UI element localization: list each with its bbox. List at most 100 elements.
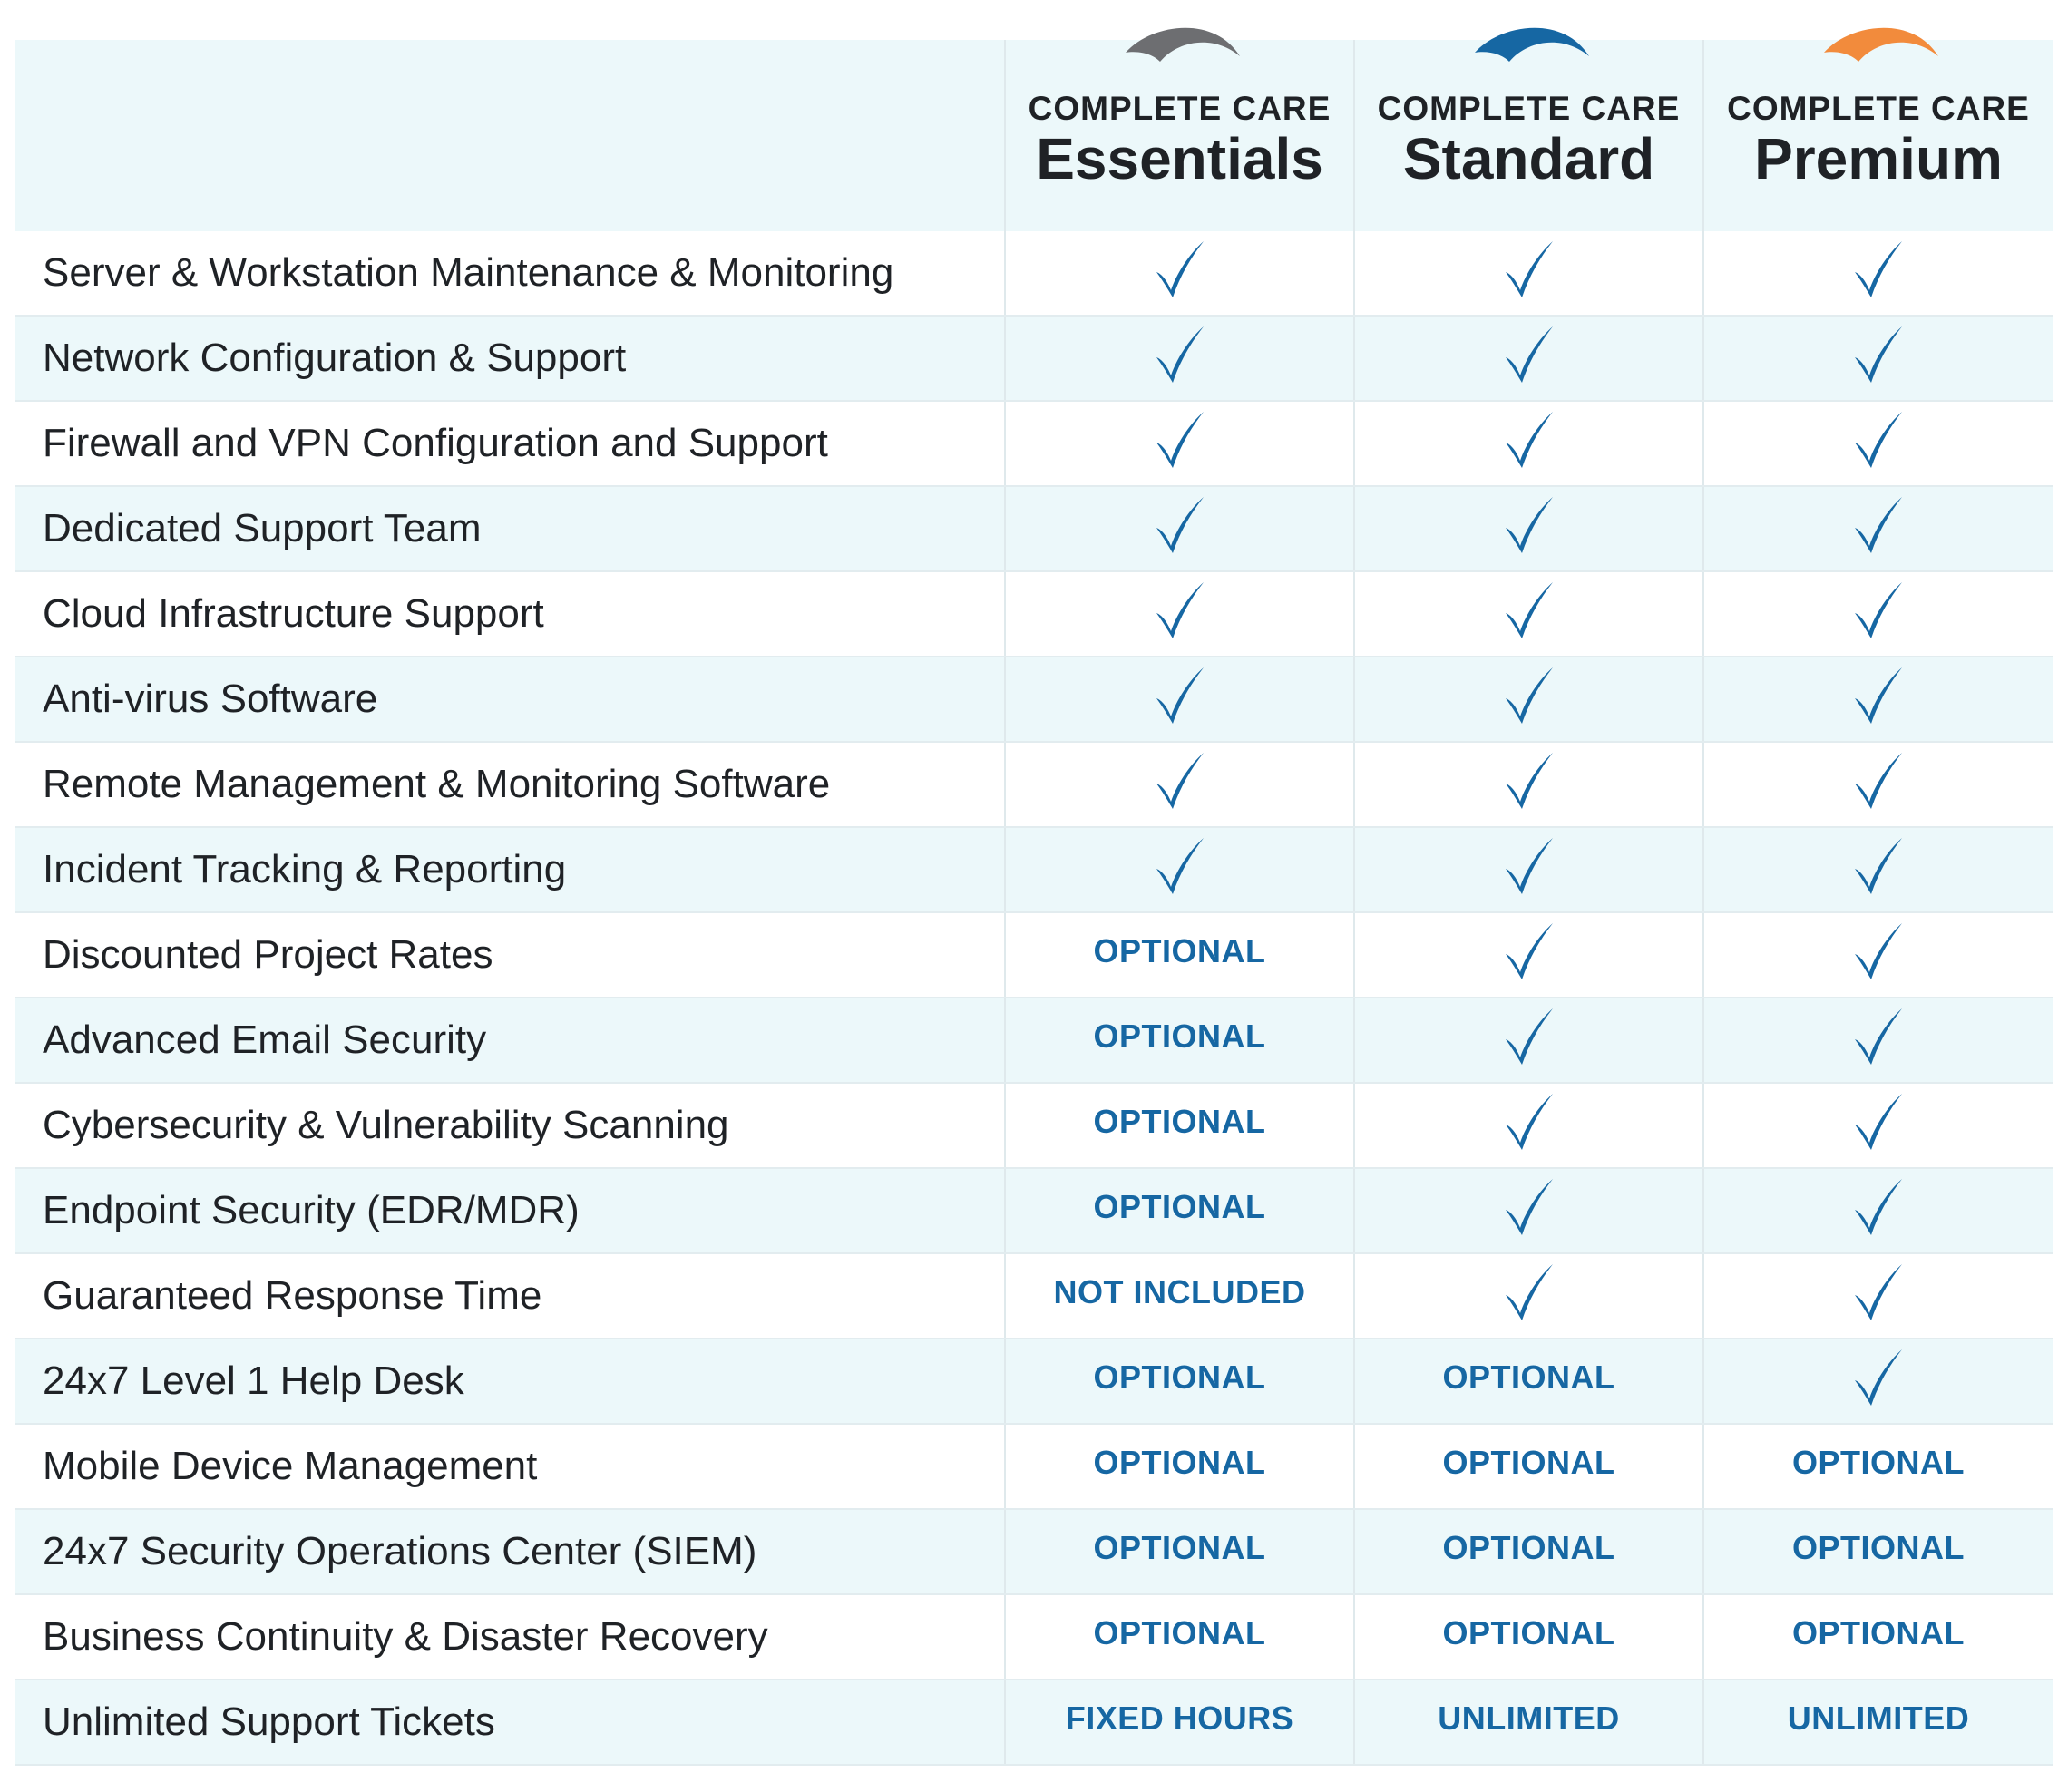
feature-label: Dedicated Support Team xyxy=(15,486,1005,572)
plan-cell xyxy=(1004,401,1354,487)
status-text: FIXED HOURS xyxy=(1065,1699,1294,1737)
plan-cell xyxy=(1004,827,1354,913)
status-text: OPTIONAL xyxy=(1093,1614,1266,1651)
checkmark-icon xyxy=(1502,1261,1556,1322)
plan-cell xyxy=(1004,742,1354,828)
plan-name-label: Standard xyxy=(1402,126,1655,191)
plan-header-essentials: COMPLETE CARE Essentials xyxy=(1004,27,1354,231)
checkmark-icon xyxy=(1851,1005,1906,1066)
table-row: Mobile Device Management OPTIONAL OPTIONAL… xyxy=(15,1424,2053,1510)
plan-arc-shape xyxy=(1474,27,1589,62)
plan-name-label: Premium xyxy=(1754,126,2003,191)
plan-arc-icon xyxy=(1474,27,1589,62)
plan-cell: OPTIONAL xyxy=(1004,998,1354,1084)
table-row: Cybersecurity & Vulnerability Scanning OP… xyxy=(15,1083,2053,1169)
plan-arc-icon xyxy=(1125,27,1240,62)
checkmark-icon xyxy=(1851,408,1906,470)
table-row: Dedicated Support Team xyxy=(15,486,2053,572)
status-text: OPTIONAL xyxy=(1093,1359,1266,1396)
status-text: UNLIMITED xyxy=(1438,1699,1620,1737)
plan-cell: OPTIONAL xyxy=(1702,1509,2053,1595)
checkmark-icon xyxy=(1153,749,1207,811)
plan-cell: OPTIONAL xyxy=(1702,1594,2053,1680)
checkmark-icon xyxy=(1502,238,1556,299)
feature-label: Incident Tracking & Reporting xyxy=(15,827,1005,913)
plan-cell xyxy=(1702,912,2053,998)
checkmark-icon xyxy=(1153,579,1207,640)
plan-cell xyxy=(1353,827,1703,913)
plan-cell: UNLIMITED xyxy=(1353,1680,1703,1766)
status-text: OPTIONAL xyxy=(1442,1444,1615,1481)
table-row: Server & Workstation Maintenance & Monit… xyxy=(15,231,2053,317)
table-row: Guaranteed Response Time NOT INCLUDED xyxy=(15,1253,2053,1339)
plan-cell: OPTIONAL xyxy=(1004,1083,1354,1169)
plan-header-premium: COMPLETE CARE Premium xyxy=(1702,27,2053,231)
checkmark-icon xyxy=(1502,579,1556,640)
checkmark-icon xyxy=(1851,920,1906,981)
table-row: Firewall and VPN Configuration and Suppo… xyxy=(15,401,2053,487)
status-text: OPTIONAL xyxy=(1093,1103,1266,1140)
plan-cell xyxy=(1353,912,1703,998)
feature-label: Firewall and VPN Configuration and Suppo… xyxy=(15,401,1005,487)
plan-cell: OPTIONAL xyxy=(1353,1424,1703,1510)
plan-brand-label: COMPLETE CARE xyxy=(1727,90,2030,127)
feature-label: Business Continuity & Disaster Recovery xyxy=(15,1594,1005,1680)
table-header-row: COMPLETE CARE Essentials COMPLETE CARE S… xyxy=(15,27,2053,231)
checkmark-icon xyxy=(1851,493,1906,555)
checkmark-icon xyxy=(1153,834,1207,896)
status-text: OPTIONAL xyxy=(1792,1444,1965,1481)
plan-arc-icon xyxy=(1824,27,1938,62)
plan-cell: OPTIONAL xyxy=(1353,1509,1703,1595)
plan-comparison-table: COMPLETE CARE Essentials COMPLETE CARE S… xyxy=(15,27,2053,1766)
plan-brand-label: COMPLETE CARE xyxy=(1028,90,1332,127)
feature-label: Advanced Email Security xyxy=(15,998,1005,1084)
plan-cell: NOT INCLUDED xyxy=(1004,1253,1354,1339)
status-text: UNLIMITED xyxy=(1787,1699,1970,1737)
status-text: OPTIONAL xyxy=(1093,932,1266,969)
checkmark-icon xyxy=(1502,408,1556,470)
checkmark-icon xyxy=(1153,664,1207,726)
feature-label: Anti-virus Software xyxy=(15,657,1005,743)
checkmark-icon xyxy=(1502,920,1556,981)
checkmark-icon xyxy=(1851,579,1906,640)
checkmark-icon xyxy=(1502,834,1556,896)
plan-cell xyxy=(1702,827,2053,913)
feature-label: Network Configuration & Support xyxy=(15,316,1005,402)
feature-label: 24x7 Security Operations Center (SIEM) xyxy=(15,1509,1005,1595)
feature-label: Remote Management & Monitoring Software xyxy=(15,742,1005,828)
plan-cell xyxy=(1004,571,1354,657)
checkmark-icon xyxy=(1502,749,1556,811)
plan-cell: FIXED HOURS xyxy=(1004,1680,1354,1766)
checkmark-icon xyxy=(1502,1090,1556,1152)
table-row: Unlimited Support Tickets FIXED HOURS UNLI… xyxy=(15,1680,2053,1766)
plan-cell xyxy=(1004,657,1354,743)
table-row: Endpoint Security (EDR/MDR) OPTIONAL xyxy=(15,1168,2053,1254)
plan-cell xyxy=(1702,998,2053,1084)
plan-brand-label: COMPLETE CARE xyxy=(1377,90,1681,127)
status-text: OPTIONAL xyxy=(1093,1529,1266,1566)
checkmark-icon xyxy=(1851,834,1906,896)
table-row: Network Configuration & Support xyxy=(15,316,2053,402)
status-text: NOT INCLUDED xyxy=(1053,1273,1306,1310)
plan-cell xyxy=(1004,316,1354,402)
status-text: OPTIONAL xyxy=(1093,1444,1266,1481)
plan-cell xyxy=(1702,231,2053,317)
feature-column-header xyxy=(15,40,1005,231)
table-row: 24x7 Level 1 Help Desk OPTIONAL OPTIONAL xyxy=(15,1339,2053,1425)
plan-cell xyxy=(1702,1083,2053,1169)
checkmark-icon xyxy=(1153,408,1207,470)
status-text: OPTIONAL xyxy=(1093,1188,1266,1225)
status-text: OPTIONAL xyxy=(1442,1359,1615,1396)
table-row: Anti-virus Software xyxy=(15,657,2053,743)
feature-label: Cybersecurity & Vulnerability Scanning xyxy=(15,1083,1005,1169)
table-row: Cloud Infrastructure Support xyxy=(15,571,2053,657)
plan-cell xyxy=(1353,571,1703,657)
plan-cell: OPTIONAL xyxy=(1353,1339,1703,1425)
feature-label: 24x7 Level 1 Help Desk xyxy=(15,1339,1005,1425)
plan-cell: OPTIONAL xyxy=(1004,1168,1354,1254)
feature-label: Server & Workstation Maintenance & Monit… xyxy=(15,231,1005,317)
table-row: Remote Management & Monitoring Software xyxy=(15,742,2053,828)
feature-label: Guaranteed Response Time xyxy=(15,1253,1005,1339)
plan-cell xyxy=(1702,657,2053,743)
plan-cell: UNLIMITED xyxy=(1702,1680,2053,1766)
